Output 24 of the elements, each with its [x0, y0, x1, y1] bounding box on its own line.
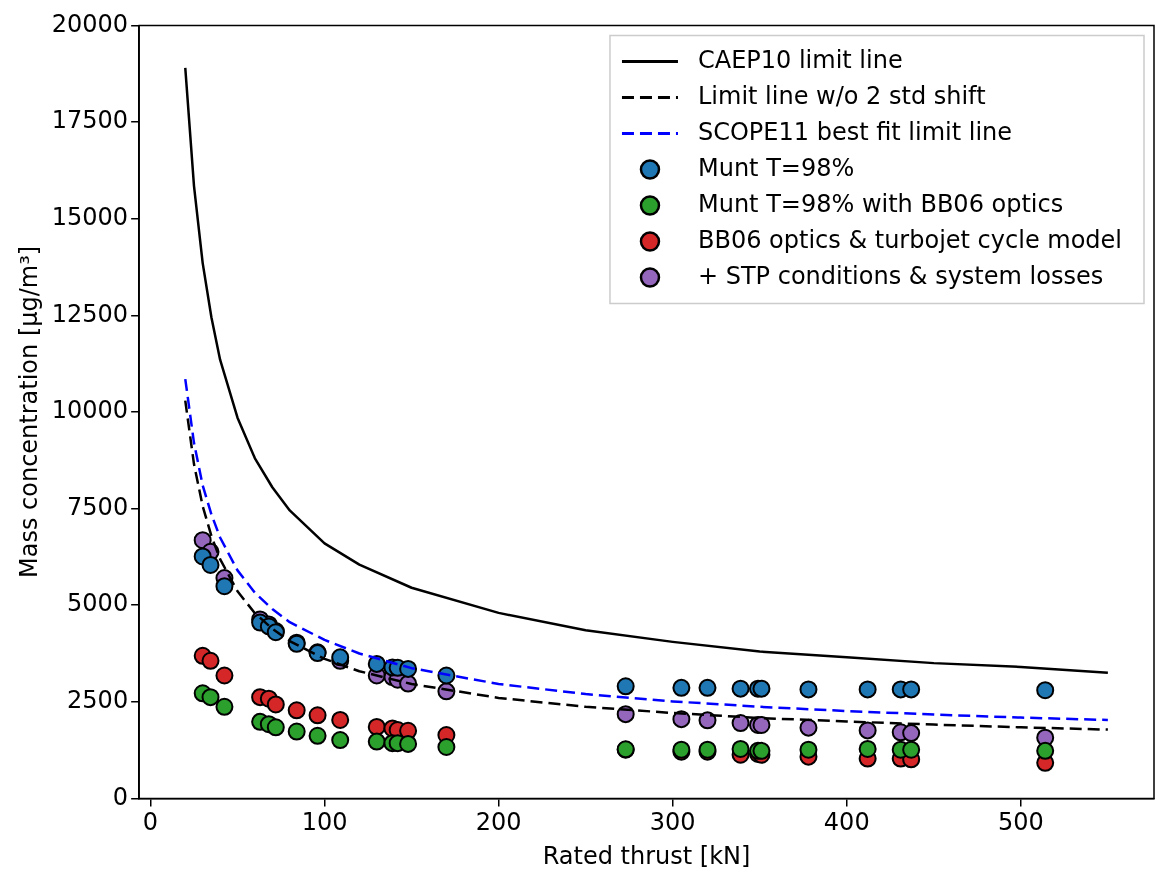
y-tick-label: 5000 — [67, 589, 129, 618]
y-tick-label: 7500 — [67, 492, 129, 521]
x-tick-label: 100 — [301, 808, 348, 837]
legend-label: BB06 optics & turbojet cycle model — [697, 225, 1122, 254]
x-axis-title: Rated thrust [kN] — [542, 841, 751, 870]
legend-label: + STP conditions & system losses — [697, 261, 1104, 290]
y-tick-label: 10000 — [51, 396, 129, 425]
y-tick-label: 15000 — [51, 202, 129, 231]
x-tick-label: 400 — [823, 808, 870, 837]
x-tick-label: 0 — [142, 808, 159, 837]
legend-label: SCOPE11 best fit limit line — [697, 117, 1013, 146]
y-axis-title: Mass concentration [μg/m³] — [14, 245, 43, 579]
legend-label: Munt T=98% — [697, 153, 855, 182]
legend-label: CAEP10 limit line — [697, 45, 903, 74]
legend-label: Munt T=98% with BB06 optics — [697, 189, 1064, 218]
y-tick-label: 0 — [112, 782, 129, 811]
y-tick-label: 20000 — [51, 9, 129, 38]
x-tick-label: 300 — [649, 808, 696, 837]
x-tick-label: 200 — [475, 808, 522, 837]
x-tick-label: 500 — [997, 808, 1044, 837]
legend-label: Limit line w/o 2 std shift — [697, 81, 986, 110]
y-tick-label: 12500 — [51, 299, 129, 328]
y-tick-label: 2500 — [67, 686, 129, 715]
y-tick-label: 17500 — [51, 106, 129, 135]
